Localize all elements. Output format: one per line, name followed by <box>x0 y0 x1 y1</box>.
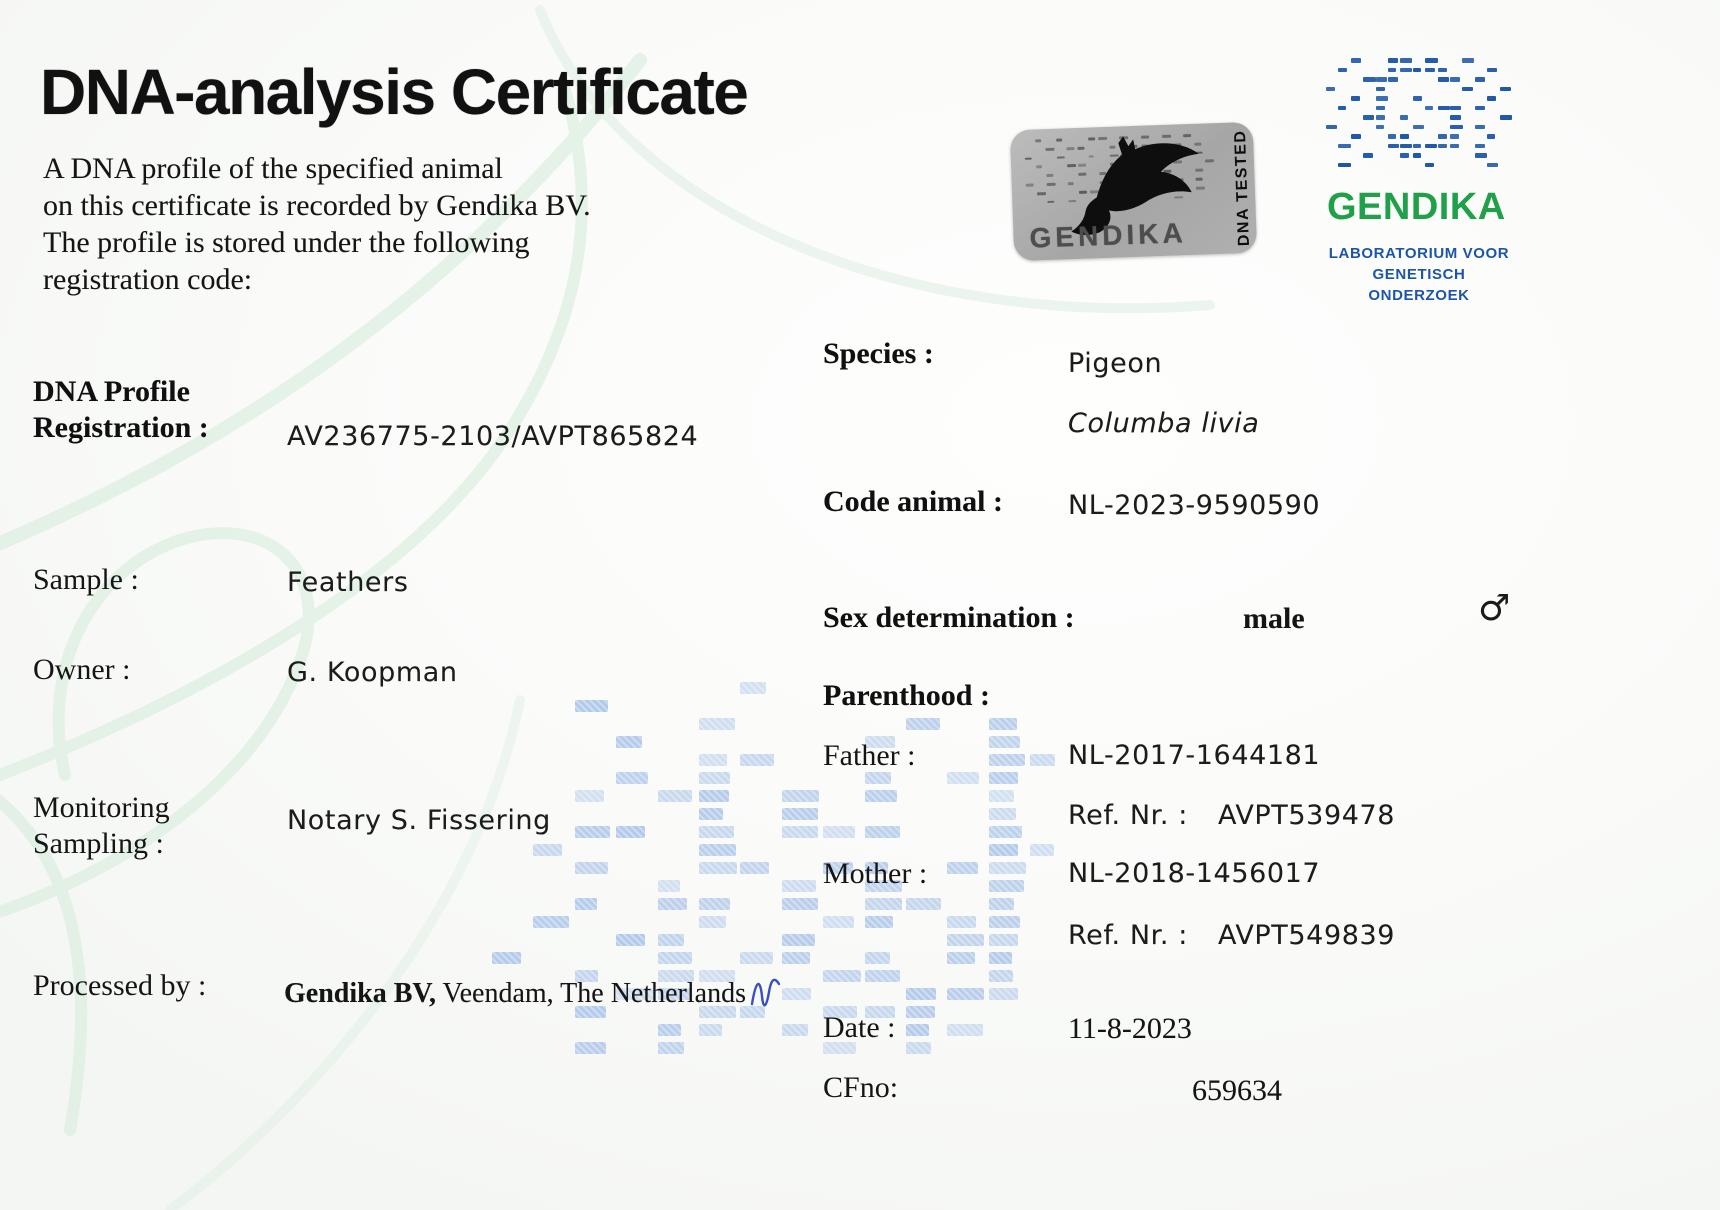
field-label: Registration : <box>33 411 209 444</box>
intro-line: on this certificate is recorded by Gendi… <box>43 189 591 222</box>
father-label: Father : <box>823 739 916 772</box>
field-label: DNA Profile <box>33 375 190 408</box>
pigeon-silhouette-icon <box>1071 136 1199 235</box>
processed-by-label: Processed by : <box>33 969 207 1002</box>
field-label: Monitoring <box>33 791 170 824</box>
intro-line: A DNA profile of the specified animal <box>43 152 503 185</box>
parenthood-label: Parenthood : <box>823 679 990 712</box>
owner-label: Owner : <box>33 653 131 686</box>
species-latin-value: Columba livia <box>1068 408 1260 439</box>
father-ref-value: AVPT539478 <box>1218 800 1396 831</box>
gendika-logo-subtitle-2: GENETISCH ONDERZOEK <box>1368 266 1470 304</box>
cfno-label: CFno: <box>823 1071 899 1104</box>
dna-tested-sticker: GENDIKA DNA TESTED <box>1009 121 1258 262</box>
intro-line: The profile is stored under the followin… <box>43 226 530 259</box>
mother-ref-value: AVPT549839 <box>1218 920 1396 951</box>
date-label: Date : <box>823 1011 896 1044</box>
gendika-logo-subtitle-1: LABORATORIUM VOOR <box>1328 245 1510 262</box>
sex-value: male <box>1243 602 1305 635</box>
cfno-value: 659634 <box>1192 1074 1282 1107</box>
page-title: DNA-analysis Certificate <box>40 56 749 128</box>
sticker-dna-tested-text: DNA TESTED <box>1231 129 1253 247</box>
male-symbol-icon: ♂ <box>1478 588 1511 629</box>
intro-line: registration code: <box>43 263 253 296</box>
code-animal-value: NL-2023-9590590 <box>1068 490 1321 521</box>
species-value: Pigeon <box>1068 348 1163 379</box>
sample-label: Sample : <box>33 563 139 596</box>
registration-value: AV236775-2103/AVPT865824 <box>287 421 699 452</box>
monitoring-value: Notary S. Fissering <box>287 805 551 836</box>
sex-determination-label: Sex determination : <box>823 601 1075 634</box>
mother-value: NL-2018-1456017 <box>1068 858 1321 889</box>
field-label: Sampling : <box>33 827 164 860</box>
intro-paragraph: A DNA profile of the specified animal on… <box>43 150 591 298</box>
signature-mark <box>750 978 781 1007</box>
processed-by-company: Gendika BV, <box>284 978 436 1009</box>
father-value: NL-2017-1644181 <box>1068 740 1321 771</box>
sticker-brand-text: GENDIKA <box>1029 217 1188 254</box>
code-animal-label: Code animal : <box>823 485 1003 518</box>
field-monitoring-sampling: Monitoring Sampling : <box>33 790 170 862</box>
mother-ref-label: Ref. Nr. : <box>1068 920 1188 951</box>
processed-by-value: Gendika BV, Veendam, The Netherlands <box>284 970 782 1014</box>
gendika-logo-pattern <box>1326 58 1512 172</box>
species-label: Species : <box>823 337 934 370</box>
mother-label: Mother : <box>823 857 928 890</box>
father-ref-label: Ref. Nr. : <box>1068 800 1188 831</box>
field-dna-profile-registration: DNA Profile Registration : <box>33 374 209 446</box>
owner-value: G. Koopman <box>287 657 458 688</box>
gendika-logo-brand: GENDIKA <box>1327 186 1506 228</box>
date-value: 11-8-2023 <box>1068 1012 1192 1045</box>
gel-pattern-watermark <box>492 682 1072 1060</box>
processed-by-location: Veendam, The Netherlands <box>436 978 746 1009</box>
sample-value: Feathers <box>287 567 409 598</box>
